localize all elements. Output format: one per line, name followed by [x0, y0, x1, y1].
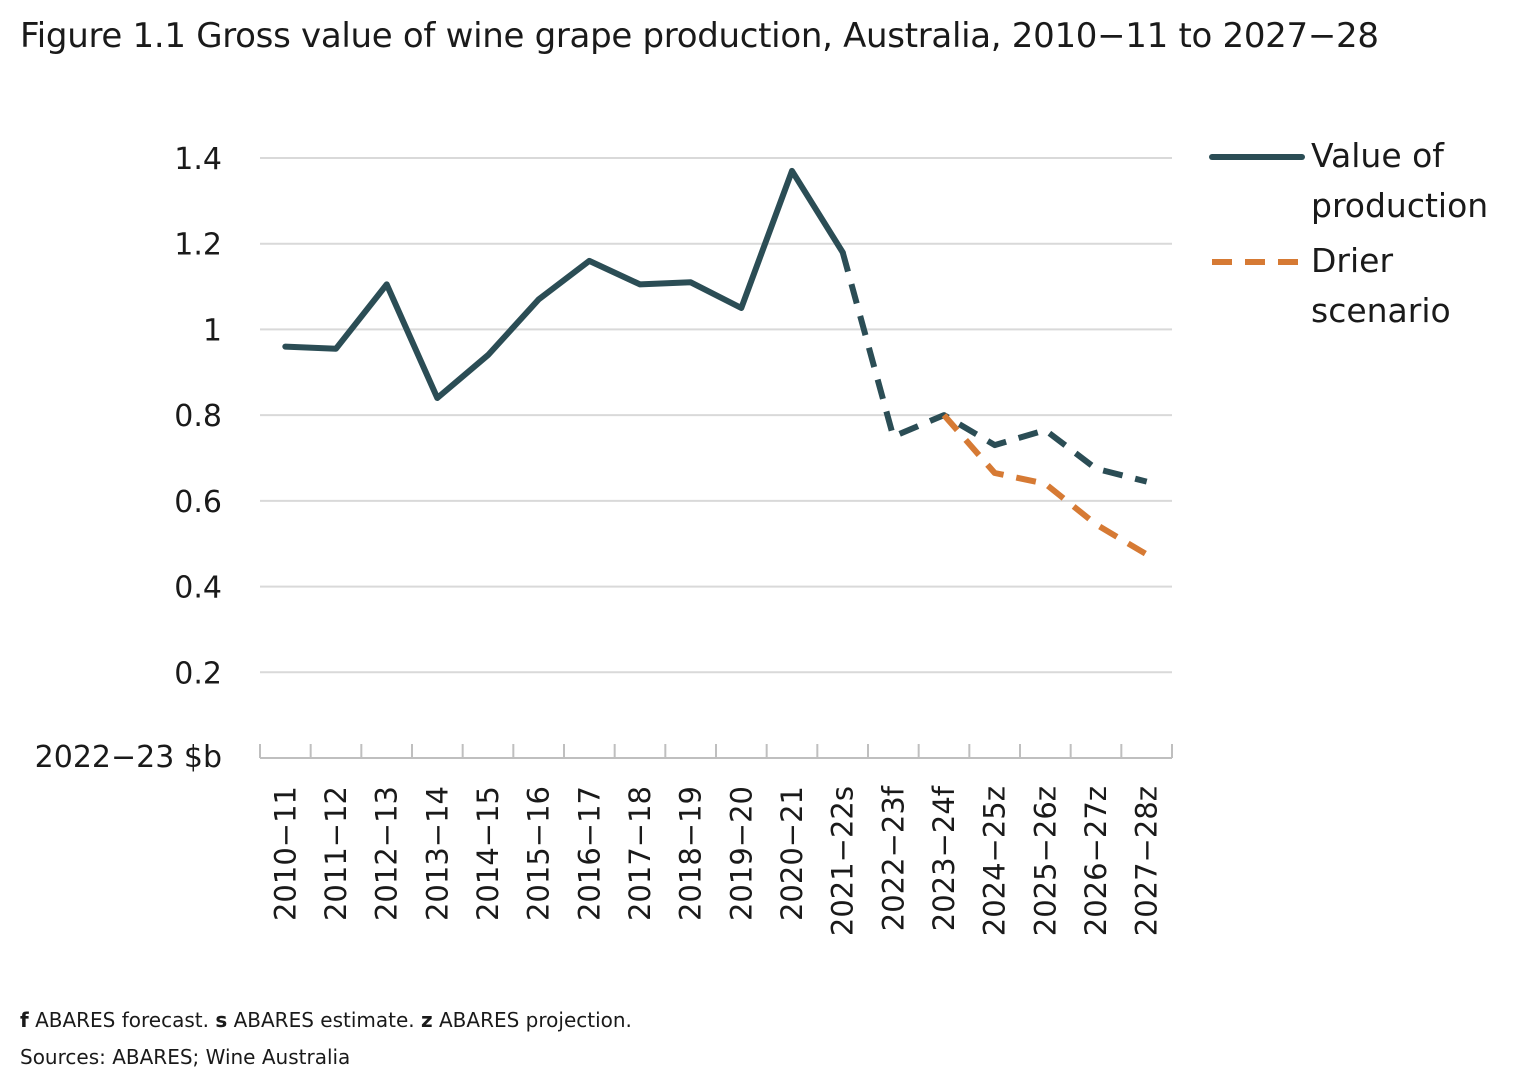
footnote-legend: f ABARES forecast. s ABARES estimate. z … — [20, 1002, 632, 1039]
series-line-value-of-production-forecast — [839, 251, 1148, 485]
footnote-text-f: ABARES forecast. — [35, 1008, 209, 1032]
footnote-text-z: ABARES projection. — [439, 1008, 632, 1032]
footnote-key-s: s — [215, 1008, 228, 1032]
x-tick-label: 2025−26z — [1028, 786, 1062, 936]
y-tick-label: 1 — [203, 313, 222, 348]
y-tick-label: 0.4 — [174, 571, 222, 606]
legend-label-value-of-production: production — [1311, 186, 1488, 225]
x-tick-label: 2014−15 — [471, 786, 505, 921]
footnotes: f ABARES forecast. s ABARES estimate. z … — [20, 1002, 632, 1076]
x-tick-label: 2018−19 — [674, 786, 708, 921]
footnote-key-f: f — [20, 1008, 29, 1032]
x-tick-label: 2021−22s — [826, 786, 860, 936]
x-tick-label: 2015−16 — [522, 786, 556, 921]
x-tick-label: 2010−11 — [268, 786, 302, 921]
x-tick-label: 2011−12 — [319, 786, 353, 921]
footnote-text-s: ABARES estimate. — [233, 1008, 415, 1032]
y-tick-label: 0.2 — [174, 656, 222, 691]
y-tick-label: 0.8 — [174, 399, 222, 434]
sources: Sources: ABARES; Wine Australia — [20, 1045, 351, 1069]
x-tick-label: 2017−18 — [623, 786, 657, 921]
gridlines — [260, 157, 1172, 674]
line-chart: 0.20.40.60.811.21.4 2022−23 $b 2010−11 20… — [35, 136, 1489, 936]
footnote-key-z: z — [421, 1008, 433, 1032]
x-tick-label: 2023−24f — [927, 785, 961, 931]
x-tick-label: 2022−23f — [876, 785, 910, 931]
y-tick-label: 1.2 — [174, 228, 222, 263]
series-line-value-of-production-actual — [282, 167, 846, 401]
legend-label-drier-scenario: scenario — [1311, 291, 1451, 330]
x-tick-label: 2026−27z — [1079, 786, 1113, 936]
x-tick-label: 2013−14 — [420, 786, 454, 921]
y-axis-ticks: 0.2 0.4 0.6 0.8 1 1.2 1.4 — [174, 142, 222, 691]
x-tick-label: 2020−21 — [775, 786, 809, 921]
x-axis: 2010−11 2011−12 2012−13 2013−14 2014−15 2015−… — [259, 744, 1173, 936]
chart-title: Figure 1.1 Gross value of wine grape pro… — [20, 16, 1379, 56]
y-tick-label: 1.4 — [174, 142, 222, 177]
y-tick-label: 0.6 — [174, 485, 222, 520]
x-tick-label: 2016−17 — [572, 786, 606, 921]
x-tick-label: 2027−28z — [1130, 786, 1164, 936]
legend-label-value-of-production: Value of — [1311, 136, 1445, 175]
y-axis-label: 2022−23 $b — [35, 740, 222, 775]
series-line-drier-scenario — [941, 413, 1149, 557]
legend: Value of production Drier scenario — [1209, 136, 1488, 330]
series-lines — [282, 167, 1149, 557]
x-tick-label: 2024−25z — [978, 786, 1012, 936]
legend-label-drier-scenario: Drier — [1311, 241, 1393, 280]
x-tick-label: 2012−13 — [370, 786, 404, 921]
x-tick-label: 2019−20 — [724, 786, 758, 921]
